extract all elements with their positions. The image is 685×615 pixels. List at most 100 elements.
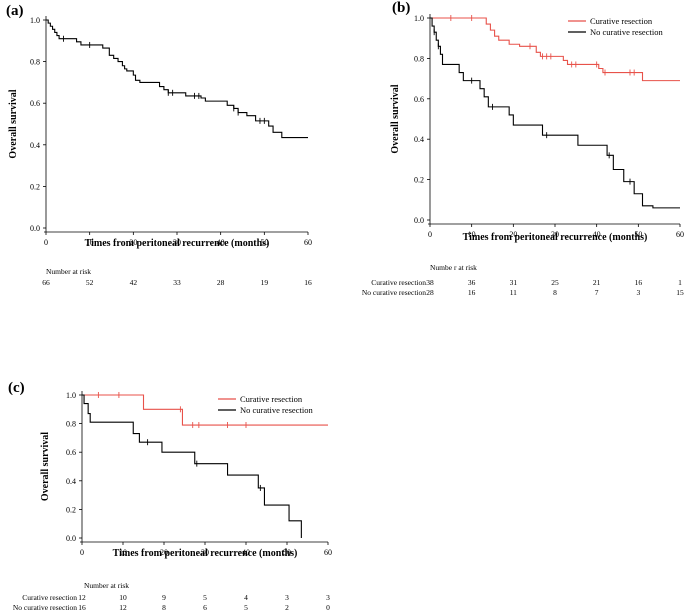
y-tick-label: 0.2 bbox=[414, 176, 424, 185]
y-axis-title: Overall survival bbox=[40, 432, 51, 501]
panel-b: (b) 0 10 20 30 40 50 60 0.0 0.2 0.4 0.6 0.8 1.0 Overal… bbox=[362, 0, 684, 297]
series-line-0 bbox=[82, 394, 328, 426]
y-tick-label: 0.4 bbox=[414, 135, 424, 144]
y-tick-label: 0.4 bbox=[66, 477, 76, 486]
risk-row-label: Curative resection bbox=[371, 278, 426, 287]
risk-count: 38 bbox=[426, 278, 434, 287]
risk-count: 16 bbox=[304, 278, 312, 287]
risk-count: 12 bbox=[119, 603, 127, 612]
y-tick-label: 0.2 bbox=[30, 182, 40, 191]
risk-count: 0 bbox=[326, 603, 330, 612]
risk-count: 7 bbox=[595, 288, 599, 297]
risk-count: 52 bbox=[86, 278, 94, 287]
x-axis-title: Times from peritoneal recurrence (months… bbox=[113, 548, 298, 559]
x-tick-label: 50 bbox=[260, 238, 268, 247]
y-tick-label: 0.4 bbox=[30, 141, 40, 150]
x-tick-label: 20 bbox=[129, 238, 137, 247]
x-axis-title: Times from peritoneal recurrence (months… bbox=[463, 232, 648, 243]
y-tick-label: 0.6 bbox=[414, 95, 424, 104]
risk-count: 1 bbox=[678, 278, 682, 287]
y-tick-label: 0.0 bbox=[414, 216, 424, 225]
x-tick-label: 50 bbox=[283, 548, 291, 557]
risk-count: 3 bbox=[326, 593, 330, 602]
risk-row-label: No curative resection bbox=[362, 288, 426, 297]
y-tick-label: 0.0 bbox=[66, 534, 76, 543]
x-tick-label: 60 bbox=[324, 548, 332, 557]
risk-count: 10 bbox=[119, 593, 127, 602]
risk-count: 5 bbox=[203, 593, 207, 602]
risk-count: 42 bbox=[130, 278, 138, 287]
risk-count: 8 bbox=[162, 603, 166, 612]
y-tick-label: 0.8 bbox=[66, 420, 76, 429]
risk-count: 16 bbox=[468, 288, 476, 297]
y-tick-label: 0.0 bbox=[30, 224, 40, 233]
risk-count: 12 bbox=[78, 593, 86, 602]
x-tick-label: 0 bbox=[44, 238, 48, 247]
risk-count: 19 bbox=[261, 278, 269, 287]
risk-count: 9 bbox=[162, 593, 166, 602]
panel-a: (a) 0 10 20 30 40 50 60 0.0 0.2 0.4 0.6 0.8 1.0 Overal… bbox=[6, 3, 312, 287]
x-tick-label: 40 bbox=[242, 548, 250, 557]
risk-table-title: Numbe r at risk bbox=[430, 263, 477, 272]
x-tick-label: 10 bbox=[86, 238, 94, 247]
y-axis-title: Overall survival bbox=[390, 84, 401, 153]
y-tick-label: 0.2 bbox=[66, 505, 76, 514]
x-tick-label: 0 bbox=[428, 230, 432, 239]
y-axis-title: Overall survival bbox=[8, 89, 19, 158]
x-tick-label: 30 bbox=[201, 548, 209, 557]
x-tick-label: 60 bbox=[304, 238, 312, 247]
risk-count: 66 bbox=[42, 278, 50, 287]
risk-count: 11 bbox=[510, 288, 517, 297]
series-line-1 bbox=[82, 394, 302, 538]
risk-count: 21 bbox=[593, 278, 601, 287]
x-tick-label: 20 bbox=[160, 548, 168, 557]
series-line-0 bbox=[430, 17, 680, 82]
risk-count: 33 bbox=[173, 278, 181, 287]
y-tick-label: 0.8 bbox=[414, 54, 424, 63]
y-tick-label: 1.0 bbox=[66, 391, 76, 400]
x-tick-label: 30 bbox=[551, 230, 559, 239]
x-tick-label: 20 bbox=[509, 230, 517, 239]
x-tick-label: 40 bbox=[217, 238, 225, 247]
y-tick-label: 1.0 bbox=[414, 14, 424, 23]
legend-label: No curative resection bbox=[590, 27, 663, 37]
risk-count: 16 bbox=[78, 603, 86, 612]
y-tick-label: 0.8 bbox=[30, 58, 40, 67]
risk-count: 28 bbox=[217, 278, 225, 287]
risk-table-title: Number at risk bbox=[46, 267, 91, 276]
risk-row-label: No curative resection bbox=[13, 603, 77, 612]
risk-count: 5 bbox=[244, 603, 248, 612]
risk-count: 15 bbox=[676, 288, 684, 297]
risk-table-title: Number at risk bbox=[84, 581, 129, 590]
risk-count: 6 bbox=[203, 603, 207, 612]
risk-count: 4 bbox=[244, 593, 248, 602]
x-tick-label: 60 bbox=[676, 230, 684, 239]
panel-label: (a) bbox=[6, 3, 24, 19]
risk-count: 2 bbox=[285, 603, 289, 612]
series-line-1 bbox=[430, 17, 680, 209]
x-tick-label: 0 bbox=[80, 548, 84, 557]
risk-count: 36 bbox=[468, 278, 476, 287]
x-axis-title: Times from peritoneal recurrence (months… bbox=[85, 238, 270, 249]
x-tick-label: 40 bbox=[593, 230, 601, 239]
risk-count: 3 bbox=[636, 288, 640, 297]
panel-label: (b) bbox=[392, 0, 410, 16]
x-tick-label: 50 bbox=[634, 230, 642, 239]
risk-count: 25 bbox=[551, 278, 559, 287]
y-tick-label: 1.0 bbox=[30, 16, 40, 25]
y-tick-label: 0.6 bbox=[66, 448, 76, 457]
x-tick-label: 10 bbox=[119, 548, 127, 557]
legend-label: Curative resection bbox=[240, 394, 303, 404]
series-line-0 bbox=[46, 19, 308, 139]
legend-label: No curative resection bbox=[240, 405, 313, 415]
risk-row-label: Curative resection bbox=[22, 593, 77, 602]
risk-count: 16 bbox=[635, 278, 643, 287]
y-tick-label: 0.6 bbox=[30, 99, 40, 108]
risk-count: 28 bbox=[426, 288, 434, 297]
risk-count: 31 bbox=[510, 278, 518, 287]
x-tick-label: 10 bbox=[468, 230, 476, 239]
risk-count: 8 bbox=[553, 288, 557, 297]
panel-label: (c) bbox=[8, 380, 25, 396]
x-tick-label: 30 bbox=[173, 238, 181, 247]
